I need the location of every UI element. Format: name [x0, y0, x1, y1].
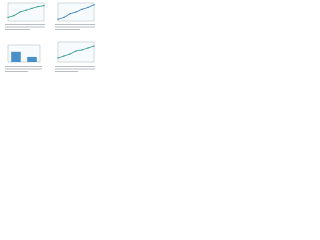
data-point [75, 11, 77, 13]
figure-page [5, 2, 95, 72]
data-point [13, 14, 15, 17]
data-point [31, 7, 33, 10]
bar [11, 51, 21, 62]
data-point [63, 55, 65, 57]
data-point [75, 50, 77, 52]
data-point [93, 4, 95, 6]
data-point [37, 5, 39, 8]
data-point [57, 18, 59, 20]
data-point [69, 53, 71, 55]
data-point [63, 16, 65, 19]
data-point [43, 5, 45, 7]
bar [27, 56, 37, 62]
data-point [19, 11, 21, 13]
data-point [87, 6, 89, 9]
data-point [7, 16, 9, 19]
data-point [87, 47, 89, 49]
data-point [93, 45, 95, 47]
data-point [69, 13, 71, 15]
data-point [25, 9, 27, 11]
data-point [81, 49, 83, 51]
data-point [57, 57, 59, 59]
plot-frame [7, 2, 45, 22]
data-point [81, 8, 83, 10]
page: {"chart_data": [ {"type": "line", "x": [… [0, 0, 100, 84]
caption-lines [5, 24, 95, 72]
plot-frame [57, 41, 95, 63]
